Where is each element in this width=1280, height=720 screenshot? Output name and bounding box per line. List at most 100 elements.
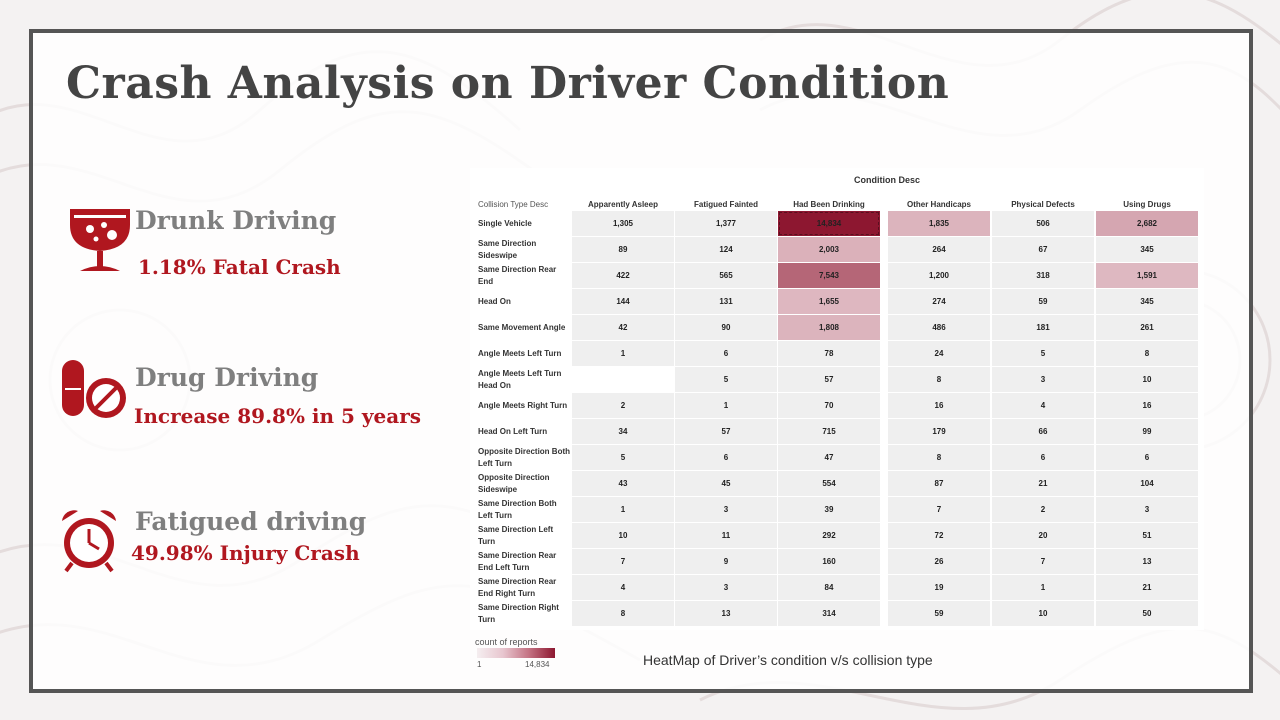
heatmap-cell: 318 [992,263,1094,288]
heatmap-cell: 99 [1096,419,1198,444]
heatmap-cell: 2 [992,497,1094,522]
heatmap-cell: 1,305 [572,211,674,236]
heatmap-cell: 3 [992,367,1094,392]
heatmap-cell: 2,682 [1096,211,1198,236]
heatmap-cell: 1 [675,393,777,418]
stat-value: 49.98% Injury Crash [131,541,360,565]
heatmap-cell: 57 [778,367,880,392]
heatmap-row-label: Same Direction Both Left Turn [478,498,557,520]
heatmap-row-label: Head On [478,296,511,306]
heatmap-cell: 124 [675,237,777,262]
heatmap-cell: 3 [1096,497,1198,522]
heatmap-column-header: Fatigued Fainted [694,200,758,209]
heatmap-cell: 179 [888,419,990,444]
heatmap-column-header: Had Been Drinking [793,200,865,209]
heatmap-cell: 2 [572,393,674,418]
heatmap-cell: 8 [1096,341,1198,366]
heatmap-cell: 486 [888,315,990,340]
heatmap-cell: 42 [572,315,674,340]
heatmap-cell: 131 [675,289,777,314]
heatmap-cell: 345 [1096,289,1198,314]
heatmap-cell: 1 [572,497,674,522]
heatmap-cell: 1,200 [888,263,990,288]
stat-value: Increase 89.8% in 5 years [134,404,422,428]
heatmap-row-label: Angle Meets Left Turn [478,348,562,358]
heatmap-cell: 506 [992,211,1094,236]
legend-min-label: 1 [477,660,482,669]
heatmap-cell: 16 [888,393,990,418]
heatmap-cell: 21 [992,471,1094,496]
heatmap-cell: 59 [992,289,1094,314]
heatmap-caption: HeatMap of Driver’s condition v/s collis… [643,652,933,668]
heatmap-cell: 292 [778,523,880,548]
heatmap-cell: 4 [572,575,674,600]
heatmap-cell: 144 [572,289,674,314]
heatmap-cell: 84 [778,575,880,600]
legend-color-bar [477,648,555,658]
heatmap-cell: 1 [992,575,1094,600]
heatmap-cell: 57 [675,419,777,444]
alarm-clock-icon [62,510,116,573]
heatmap-cell: 13 [1096,549,1198,574]
heatmap-cell: 1,808 [778,315,880,340]
heatmap-column-header: Apparently Asleep [588,200,658,209]
heatmap-cell: 13 [675,601,777,626]
heatmap-cell: 1,377 [675,211,777,236]
heatmap-column-header: Physical Defects [1011,200,1075,209]
heatmap-cell: 3 [675,497,777,522]
heatmap-cell: 345 [1096,237,1198,262]
heatmap-cell: 66 [992,419,1094,444]
legend-title: count of reports [475,637,538,647]
heatmap-cell: 5 [992,341,1094,366]
heatmap-cell: 10 [1096,367,1198,392]
heatmap-cell: 11 [675,523,777,548]
heatmap-cell: 89 [572,237,674,262]
heatmap-cell: 10 [572,523,674,548]
heatmap-cell: 39 [778,497,880,522]
heatmap-row-label: Single Vehicle [478,218,532,228]
wine-glass-icon [70,209,130,271]
heatmap-row-label: Same Direction Rear End Right Turn [478,576,557,598]
heatmap-cell: 314 [778,601,880,626]
heatmap-cell: 274 [888,289,990,314]
heatmap-cell: 5 [675,367,777,392]
heatmap-cell: 6 [1096,445,1198,470]
heatmap-column-title: Condition Desc [853,175,920,185]
heatmap-row-label: Same Direction Sideswipe [478,238,537,260]
heatmap-cell: 59 [888,601,990,626]
heatmap-row-label: Same Movement Angle [478,322,566,332]
heatmap-column-header: Other Handicaps [906,200,971,209]
heatmap-row-label: Angle Meets Left Turn Head On [478,368,562,390]
heatmap-cell: 47 [778,445,880,470]
slide-title: Crash Analysis on Driver Condition [66,58,950,109]
heatmap-cell: 6 [992,445,1094,470]
heatmap-cell: 50 [1096,601,1198,626]
heatmap-cell: 43 [572,471,674,496]
heatmap-cell: 45 [675,471,777,496]
stat-label: Fatigued driving [135,507,367,536]
heatmap-cell: 1 [572,341,674,366]
heatmap-cell: 160 [778,549,880,574]
heatmap-cell: 715 [778,419,880,444]
heatmap-row-label: Opposite Direction Sideswipe [478,472,550,494]
heatmap-row-label: Same Direction Right Turn [478,602,559,624]
heatmap-cell: 104 [1096,471,1198,496]
heatmap-cell: 264 [888,237,990,262]
heatmap-cell: 6 [675,341,777,366]
stat-label: Drug Driving [135,363,319,392]
heatmap-cell: 67 [992,237,1094,262]
heatmap-cell: 261 [1096,315,1198,340]
heatmap-cell [572,367,674,392]
heatmap-cell: 21 [1096,575,1198,600]
heatmap-cell: 8 [888,445,990,470]
heatmap-cell: 19 [888,575,990,600]
heatmap-row-header: Collision Type Desc [478,200,549,209]
heatmap-row-label: Same Direction Left Turn [478,524,554,546]
heatmap-cell: 87 [888,471,990,496]
heatmap-cell: 554 [778,471,880,496]
heatmap-cell: 422 [572,263,674,288]
stat-value: 1.18% Fatal Crash [138,255,341,279]
heatmap-cell: 7 [992,549,1094,574]
heatmap-cell: 565 [675,263,777,288]
heatmap-cell: 70 [778,393,880,418]
